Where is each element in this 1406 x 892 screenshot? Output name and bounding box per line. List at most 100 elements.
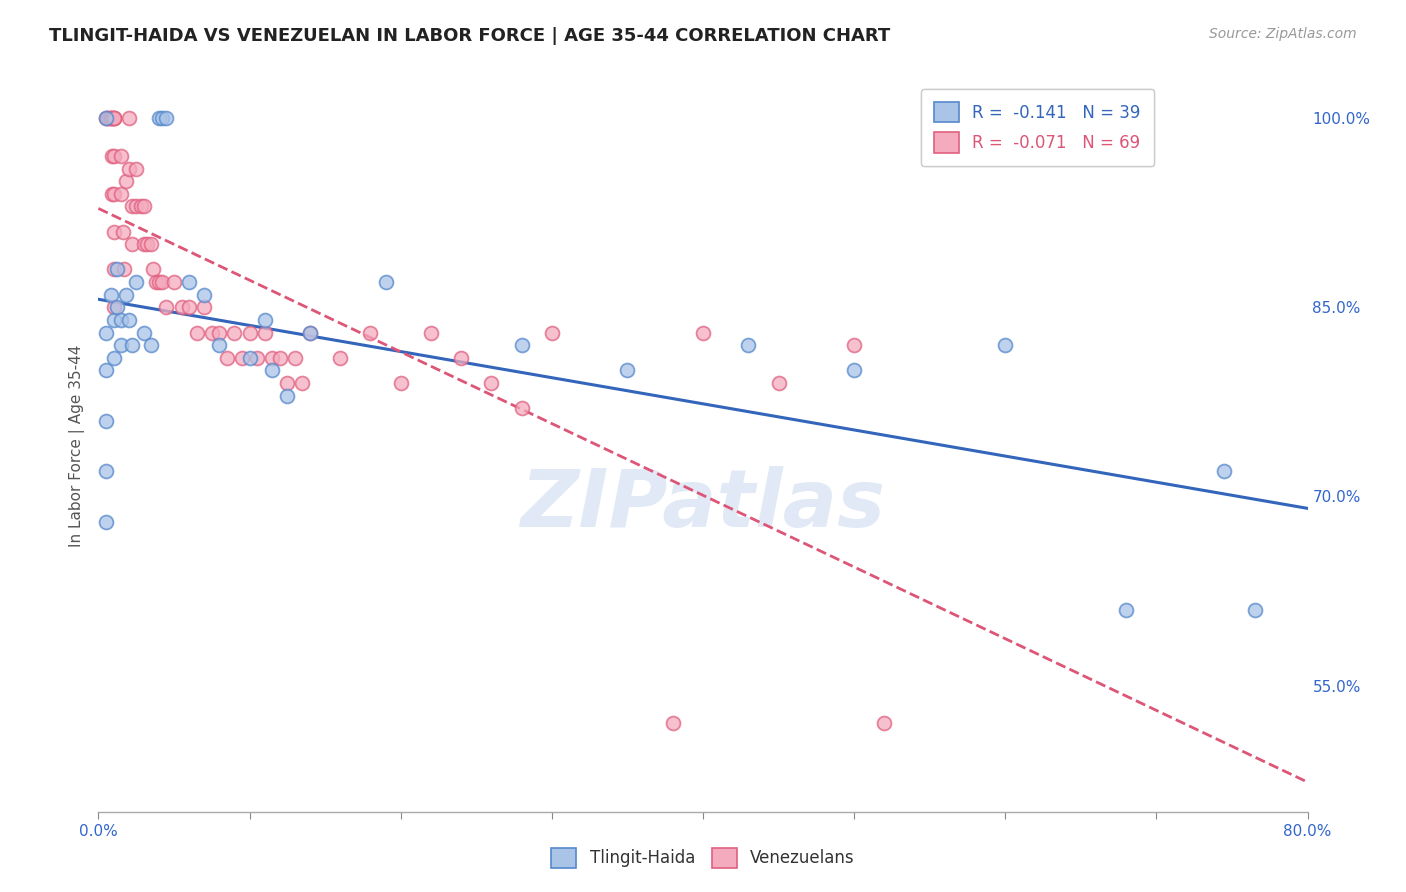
- Point: [96, 111, 118, 125]
- Point: [540, 326, 562, 340]
- Point: [105, 262, 128, 277]
- Point: [129, 199, 152, 213]
- Point: [132, 237, 155, 252]
- Point: [208, 326, 231, 340]
- Point: [201, 326, 224, 340]
- Point: [98, 111, 121, 125]
- Point: [121, 237, 143, 252]
- Point: [389, 376, 412, 390]
- Point: [186, 326, 208, 340]
- Point: [1213, 464, 1236, 478]
- Point: [374, 275, 396, 289]
- Point: [125, 199, 148, 213]
- Text: TLINGIT-HAIDA VS VENEZUELAN IN LABOR FORCE | AGE 35-44 CORRELATION CHART: TLINGIT-HAIDA VS VENEZUELAN IN LABOR FOR…: [49, 27, 890, 45]
- Point: [193, 300, 215, 314]
- Point: [135, 237, 157, 252]
- Point: [481, 376, 503, 390]
- Point: [844, 363, 866, 377]
- Point: [118, 111, 141, 125]
- Point: [450, 351, 472, 365]
- Point: [329, 351, 352, 365]
- Point: [103, 262, 125, 277]
- Point: [276, 388, 298, 402]
- Point: [101, 186, 124, 201]
- Point: [208, 338, 231, 352]
- Point: [269, 351, 291, 365]
- Point: [692, 326, 714, 340]
- Point: [94, 414, 117, 428]
- Point: [179, 300, 201, 314]
- Point: [299, 326, 322, 340]
- Point: [114, 174, 136, 188]
- Point: [510, 401, 533, 416]
- Point: [276, 376, 298, 390]
- Point: [661, 716, 683, 731]
- Point: [150, 111, 173, 125]
- Point: [118, 161, 141, 176]
- Point: [224, 326, 246, 340]
- Point: [94, 111, 117, 125]
- Point: [299, 326, 322, 340]
- Text: ZIPatlas: ZIPatlas: [520, 466, 886, 543]
- Point: [510, 338, 533, 352]
- Point: [768, 376, 790, 390]
- Point: [110, 186, 132, 201]
- Point: [94, 363, 117, 377]
- Point: [103, 225, 125, 239]
- Point: [110, 338, 132, 352]
- Point: [142, 262, 165, 277]
- Point: [111, 225, 134, 239]
- Point: [179, 275, 201, 289]
- Point: [1243, 603, 1265, 617]
- Point: [215, 351, 238, 365]
- Point: [163, 275, 186, 289]
- Legend: Tlingit-Haida, Venezuelans: Tlingit-Haida, Venezuelans: [544, 841, 862, 875]
- Point: [132, 326, 155, 340]
- Point: [94, 464, 117, 478]
- Point: [1115, 603, 1137, 617]
- Point: [103, 111, 125, 125]
- Point: [253, 313, 276, 327]
- Point: [145, 275, 167, 289]
- Point: [844, 338, 866, 352]
- Point: [105, 300, 128, 314]
- Point: [103, 300, 125, 314]
- Point: [114, 287, 136, 301]
- Point: [148, 275, 170, 289]
- Point: [239, 351, 262, 365]
- Point: [112, 262, 135, 277]
- Point: [262, 351, 284, 365]
- Point: [193, 287, 215, 301]
- Point: [121, 199, 143, 213]
- Point: [150, 275, 173, 289]
- Point: [141, 237, 163, 252]
- Point: [103, 351, 125, 365]
- Point: [103, 149, 125, 163]
- Point: [155, 111, 177, 125]
- Point: [616, 363, 638, 377]
- Point: [100, 287, 122, 301]
- Point: [100, 111, 122, 125]
- Point: [100, 111, 122, 125]
- Point: [170, 300, 193, 314]
- Point: [148, 111, 170, 125]
- Point: [155, 300, 177, 314]
- Point: [121, 338, 143, 352]
- Point: [101, 149, 124, 163]
- Point: [103, 111, 125, 125]
- Point: [125, 275, 148, 289]
- Point: [94, 326, 117, 340]
- Point: [360, 326, 382, 340]
- Point: [103, 111, 125, 125]
- Legend: R =  -0.141   N = 39, R =  -0.071   N = 69: R = -0.141 N = 39, R = -0.071 N = 69: [921, 88, 1154, 166]
- Y-axis label: In Labor Force | Age 35-44: In Labor Force | Age 35-44: [69, 345, 84, 547]
- Point: [284, 351, 307, 365]
- Point: [141, 338, 163, 352]
- Point: [246, 351, 269, 365]
- Point: [125, 161, 148, 176]
- Point: [103, 313, 125, 327]
- Point: [873, 716, 896, 731]
- Text: Source: ZipAtlas.com: Source: ZipAtlas.com: [1209, 27, 1357, 41]
- Point: [110, 313, 132, 327]
- Point: [118, 313, 141, 327]
